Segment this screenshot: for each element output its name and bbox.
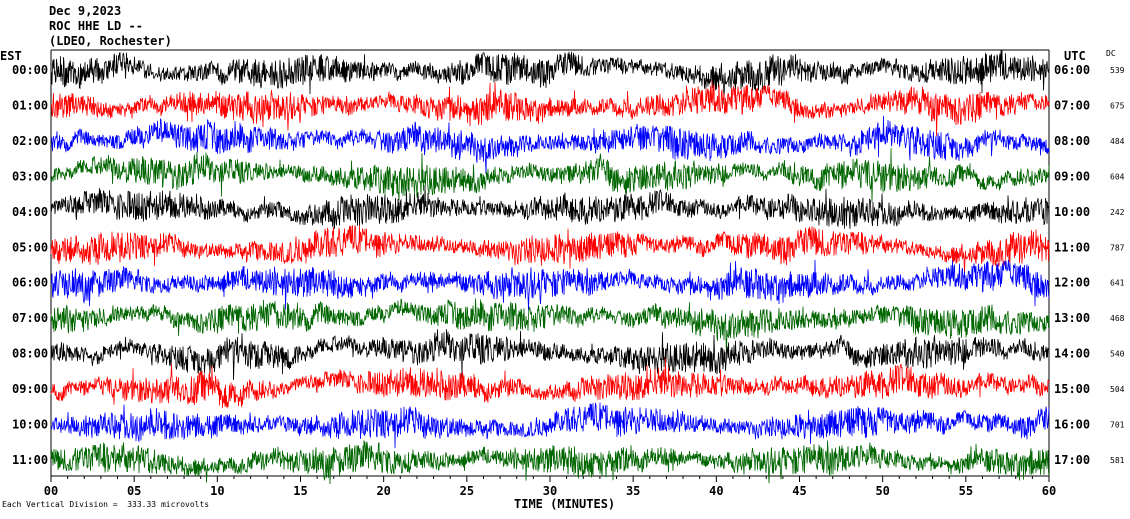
x-tick-label: 50 <box>875 484 889 498</box>
x-axis-label: TIME (MINUTES) <box>514 497 616 511</box>
utc-label: UTC <box>1064 49 1086 63</box>
utc-row-label: 09:00 <box>1054 169 1090 183</box>
dc-value: 581 <box>1110 456 1125 465</box>
utc-row-label: 06:00 <box>1054 63 1090 77</box>
est-row-label: 06:00 <box>12 276 48 290</box>
utc-row-label: 12:00 <box>1054 276 1090 290</box>
x-tick-label: 20 <box>376 484 390 498</box>
est-label: EST <box>0 49 22 63</box>
trace-row-0800 <box>50 329 1050 381</box>
x-tick-label: 15 <box>293 484 307 498</box>
dc-value: 504 <box>1110 385 1125 394</box>
est-row-label: 08:00 <box>12 347 48 361</box>
est-row-label: 10:00 <box>12 418 48 432</box>
dc-value: 242 <box>1110 208 1125 217</box>
station-code: ROC HHE LD -- <box>49 19 143 33</box>
utc-row-label: 08:00 <box>1054 134 1090 148</box>
est-row-label: 11:00 <box>12 453 48 467</box>
utc-row-label: 11:00 <box>1054 240 1090 254</box>
dc-value: 539 <box>1110 66 1125 75</box>
dc-header: DC <box>1106 49 1116 58</box>
utc-row-label: 14:00 <box>1054 347 1090 361</box>
x-tick-label: 00 <box>44 484 58 498</box>
vertical-division-footnote: Each Vertical Division = 333.33 microvol… <box>2 500 210 509</box>
x-tick-label: 40 <box>709 484 723 498</box>
x-tick-label: 35 <box>626 484 640 498</box>
est-row-label: 00:00 <box>12 63 48 77</box>
utc-row-label: 15:00 <box>1054 382 1090 396</box>
dc-value: 787 <box>1110 243 1125 252</box>
trace-row-0100 <box>50 80 1050 137</box>
est-row-label: 01:00 <box>12 98 48 112</box>
x-tick-label: 60 <box>1042 484 1056 498</box>
trace-row-0500 <box>50 225 1050 274</box>
est-row-label: 03:00 <box>12 169 48 183</box>
trace-row-0200 <box>50 115 1050 175</box>
trace-row-0000 <box>50 49 1050 105</box>
dc-value: 604 <box>1110 172 1125 181</box>
trace-row-0900 <box>50 358 1050 409</box>
trace-row-0700 <box>50 298 1050 356</box>
utc-row-label: 17:00 <box>1054 453 1090 467</box>
dc-value: 468 <box>1110 314 1125 323</box>
dc-value: 675 <box>1110 101 1125 110</box>
trace-row-1000 <box>50 402 1050 449</box>
est-row-label: 07:00 <box>12 311 48 325</box>
x-tick-label: 30 <box>543 484 557 498</box>
trace-row-0400 <box>50 185 1050 229</box>
x-tick-label: 10 <box>210 484 224 498</box>
utc-row-label: 16:00 <box>1054 418 1090 432</box>
dc-value: 540 <box>1110 350 1125 359</box>
x-tick-label: 45 <box>792 484 806 498</box>
x-tick-label: 05 <box>127 484 141 498</box>
station-date: Dec 9,2023 <box>49 4 122 18</box>
utc-row-label: 10:00 <box>1054 205 1090 219</box>
dc-value: 641 <box>1110 279 1125 288</box>
dc-value: 484 <box>1110 137 1125 146</box>
trace-row-0600 <box>50 259 1050 311</box>
x-tick-label: 25 <box>460 484 474 498</box>
utc-row-label: 07:00 <box>1054 98 1090 112</box>
utc-row-label: 13:00 <box>1054 311 1090 325</box>
est-row-label: 09:00 <box>12 382 48 396</box>
x-tick-label: 55 <box>959 484 973 498</box>
est-row-label: 04:00 <box>12 205 48 219</box>
est-row-label: 02:00 <box>12 134 48 148</box>
trace-row-0300 <box>50 148 1050 203</box>
trace-row-1100 <box>50 440 1050 485</box>
est-row-label: 05:00 <box>12 240 48 254</box>
station-location: (LDEO, Rochester) <box>49 34 172 48</box>
dc-value: 701 <box>1110 421 1125 430</box>
